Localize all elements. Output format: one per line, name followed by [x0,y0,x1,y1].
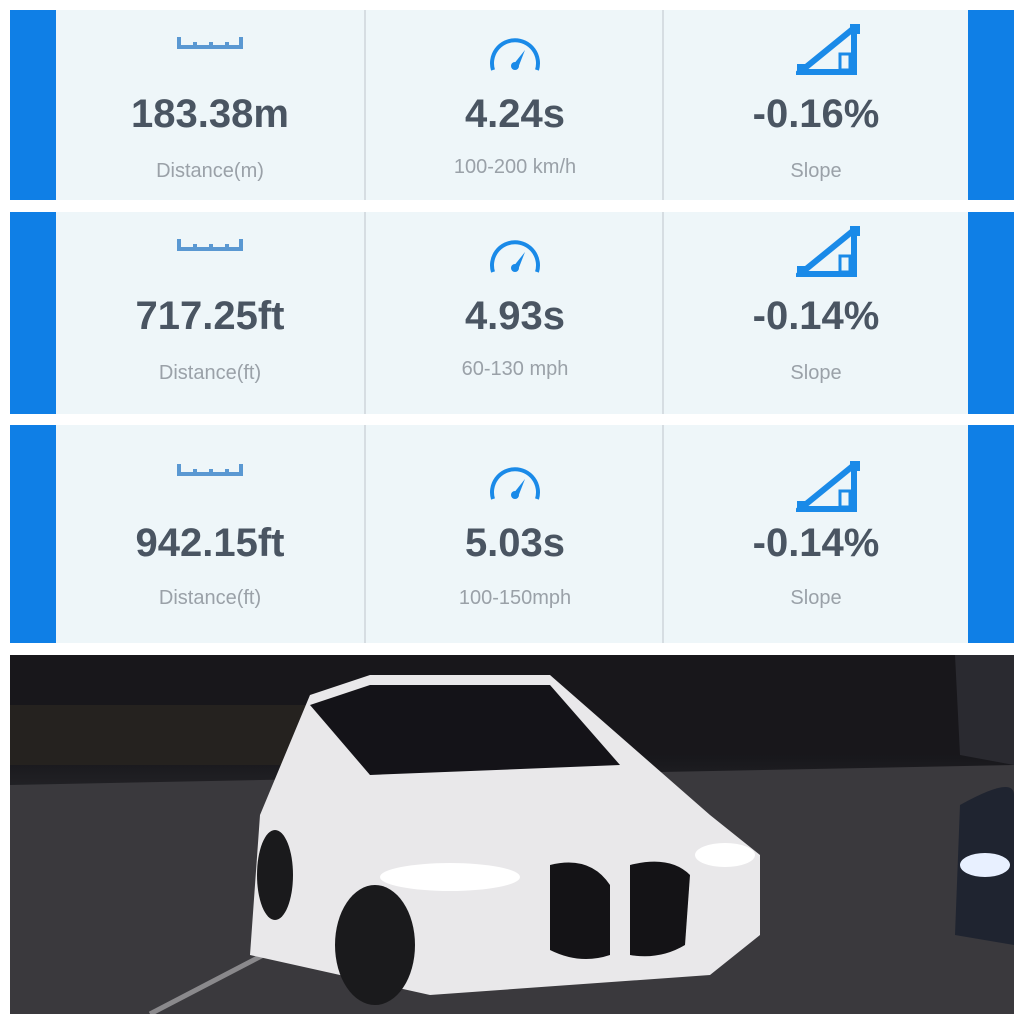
speedometer-icon [487,461,543,506]
slope-value: -0.14% [752,294,880,338]
accent-bar-right [968,10,1014,200]
speed-range-label: 100-200 km/h [453,156,577,178]
result-panel: 717.25ft Distance(ft) 4.93s 60-130 mph -… [10,212,1014,414]
slope-label: Slope [790,362,842,384]
slope-value: -0.16% [752,92,880,136]
slope-icon [791,223,861,283]
time-cell: 5.03s 100-150mph [364,425,664,643]
distance-label: Distance(ft) [158,362,262,384]
slope-icon [791,21,861,81]
accent-bar-left [10,10,56,200]
time-cell: 4.93s 60-130 mph [364,212,664,414]
accent-bar-right [968,425,1014,643]
distance-value: 942.15ft [135,521,285,565]
time-cell: 4.24s 100-200 km/h [364,10,664,200]
distance-cell: 183.38m Distance(m) [56,10,364,200]
slope-label: Slope [790,160,842,182]
time-value: 4.24s [464,92,566,136]
speedometer-icon [487,32,543,77]
distance-label: Distance(ft) [158,587,262,609]
accent-bar-right [968,212,1014,414]
speedometer-icon [487,234,543,279]
result-panel: 942.15ft Distance(ft) 5.03s 100-150mph -… [10,425,1014,643]
slope-label: Slope [790,587,842,609]
distance-cell: 942.15ft Distance(ft) [56,425,364,643]
accent-bar-left [10,212,56,414]
speed-range-label: 60-130 mph [461,358,569,380]
slope-cell: -0.16% Slope [662,10,968,200]
ruler-icon [177,236,243,257]
distance-value: 717.25ft [135,294,285,338]
slope-cell: -0.14% Slope [662,425,968,643]
result-panel: 183.38m Distance(m) 4.24s 100-200 km/h -… [10,10,1014,200]
accent-bar-left [10,425,56,643]
distance-label: Distance(m) [156,160,264,182]
slope-cell: -0.14% Slope [662,212,968,414]
ruler-icon [177,461,243,482]
slope-icon [791,458,861,518]
slope-value: -0.14% [752,521,880,565]
distance-value: 183.38m [131,92,289,136]
speed-range-label: 100-150mph [458,587,572,609]
car-photo [10,655,1014,1014]
ruler-icon [177,34,243,55]
time-value: 5.03s [464,521,566,565]
time-value: 4.93s [464,294,566,338]
distance-cell: 717.25ft Distance(ft) [56,212,364,414]
